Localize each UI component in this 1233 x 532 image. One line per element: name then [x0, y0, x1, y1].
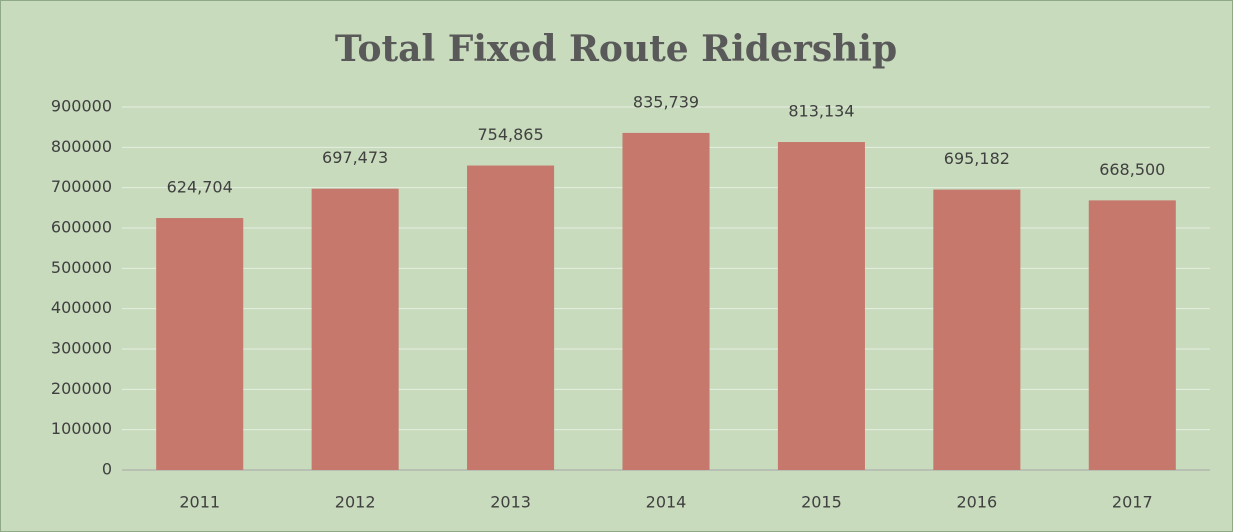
bar	[933, 189, 1021, 470]
chart-title: Total Fixed Route Ridership	[335, 28, 897, 70]
bar	[777, 142, 865, 470]
bar	[311, 188, 399, 470]
bar	[1088, 200, 1176, 470]
data-label: 835,739	[633, 92, 699, 111]
x-tick-label: 2016	[956, 493, 997, 512]
y-tick-label: 800000	[51, 137, 112, 156]
data-label: 754,865	[477, 125, 543, 144]
y-tick-label: 200000	[51, 379, 112, 398]
x-tick-label: 2017	[1112, 493, 1153, 512]
y-tick-label: 400000	[51, 298, 112, 317]
y-tick-label: 500000	[51, 258, 112, 277]
x-tick-label: 2013	[490, 493, 531, 512]
x-tick-label: 2015	[801, 493, 842, 512]
y-tick-label: 100000	[51, 419, 112, 438]
bar	[622, 132, 710, 470]
x-tick-label: 2011	[179, 493, 220, 512]
data-label: 668,500	[1099, 160, 1165, 179]
y-tick-label: 700000	[51, 177, 112, 196]
data-label: 697,473	[322, 148, 388, 167]
y-tick-label: 600000	[51, 218, 112, 237]
y-tick-label: 0	[102, 460, 112, 479]
data-label: 695,182	[944, 149, 1010, 168]
bar	[467, 165, 555, 470]
data-label: 813,134	[788, 102, 854, 121]
bar	[156, 218, 244, 470]
x-tick-label: 2012	[335, 493, 376, 512]
x-tick-label: 2014	[646, 493, 687, 512]
y-tick-label: 900000	[51, 97, 112, 116]
y-tick-label: 300000	[51, 339, 112, 358]
data-label: 624,704	[167, 178, 233, 197]
